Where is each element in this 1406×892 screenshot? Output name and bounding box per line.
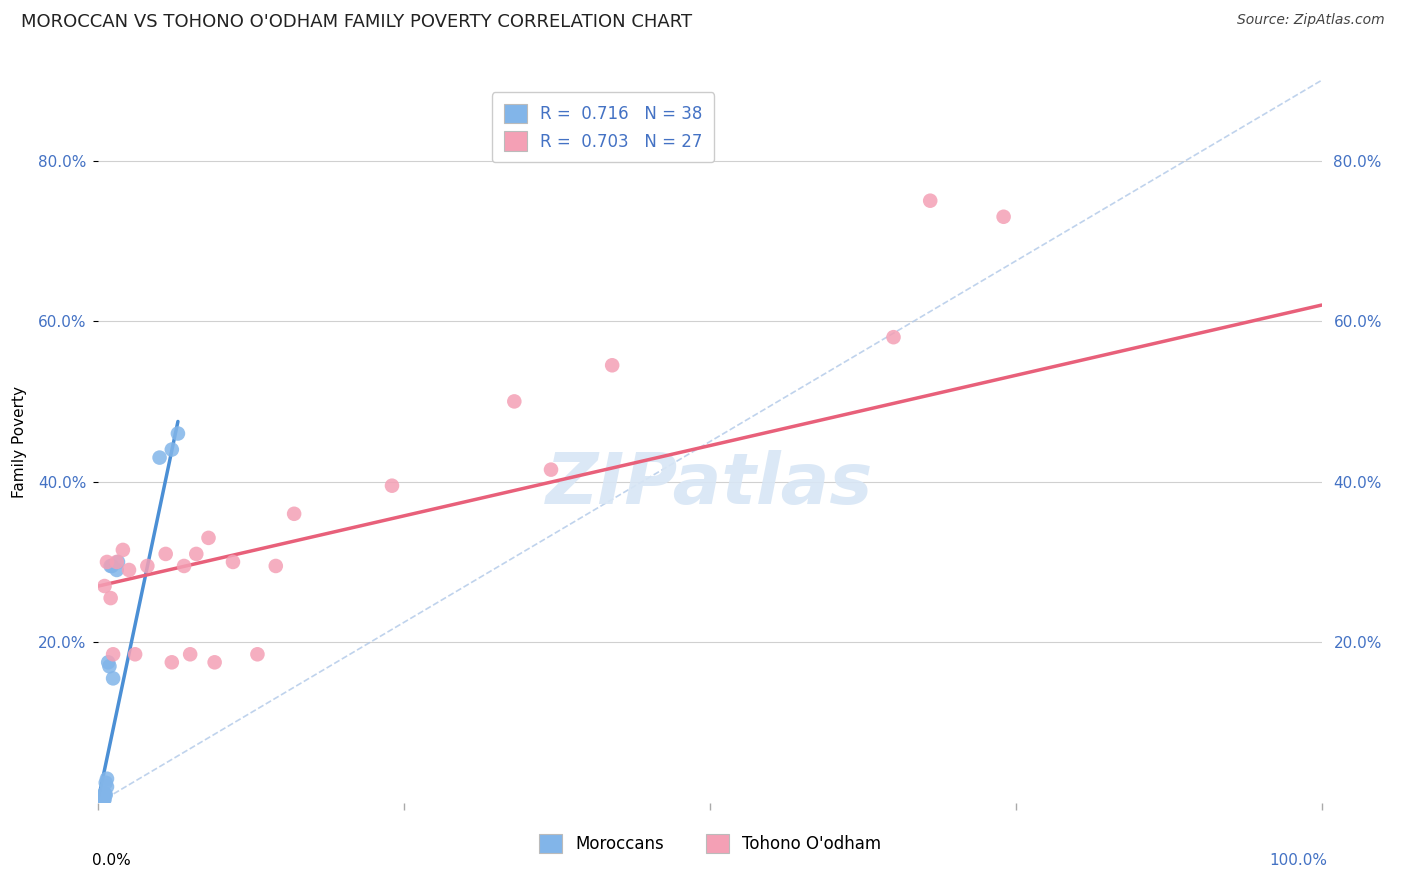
Point bbox=[540, 462, 562, 476]
Point bbox=[179, 648, 201, 662]
Point bbox=[90, 792, 112, 806]
Point bbox=[91, 789, 114, 804]
Point bbox=[173, 558, 195, 574]
Point bbox=[107, 555, 129, 569]
Legend: Moroccans, Tohono O'odham: Moroccans, Tohono O'odham bbox=[531, 827, 889, 860]
Point bbox=[101, 558, 124, 574]
Point bbox=[90, 795, 112, 809]
Point bbox=[93, 789, 115, 803]
Point bbox=[155, 547, 177, 561]
Point bbox=[111, 542, 134, 557]
Point bbox=[105, 563, 128, 577]
Text: Source: ZipAtlas.com: Source: ZipAtlas.com bbox=[1237, 13, 1385, 28]
Point bbox=[149, 450, 172, 465]
Point bbox=[94, 776, 117, 790]
Point bbox=[93, 786, 115, 800]
Text: 0.0%: 0.0% bbox=[93, 854, 131, 869]
Point bbox=[89, 793, 111, 807]
Point bbox=[91, 791, 114, 805]
Point bbox=[118, 563, 141, 577]
Point bbox=[246, 648, 269, 662]
Point bbox=[160, 655, 183, 669]
Text: MOROCCAN VS TOHONO O'ODHAM FAMILY POVERTY CORRELATION CHART: MOROCCAN VS TOHONO O'ODHAM FAMILY POVERT… bbox=[21, 13, 692, 31]
Point bbox=[105, 555, 128, 569]
Point bbox=[96, 772, 118, 786]
Point bbox=[101, 671, 124, 685]
Point bbox=[920, 194, 942, 208]
Point bbox=[264, 558, 287, 574]
Point bbox=[993, 210, 1015, 224]
Point bbox=[89, 795, 111, 809]
Point bbox=[97, 655, 120, 669]
Point bbox=[89, 794, 111, 808]
Point bbox=[124, 648, 146, 662]
Text: 100.0%: 100.0% bbox=[1270, 854, 1327, 869]
Point bbox=[89, 795, 111, 809]
Y-axis label: Family Poverty: Family Poverty bbox=[13, 385, 27, 498]
Point bbox=[91, 794, 114, 808]
Point bbox=[883, 330, 905, 344]
Point bbox=[222, 555, 245, 569]
Point bbox=[91, 792, 114, 806]
Point bbox=[136, 558, 159, 574]
Point bbox=[93, 579, 115, 593]
Text: ZIPatlas: ZIPatlas bbox=[547, 450, 873, 519]
Point bbox=[91, 792, 114, 806]
Point bbox=[91, 793, 114, 807]
Point bbox=[96, 780, 118, 794]
Point bbox=[283, 507, 305, 521]
Point bbox=[91, 795, 114, 809]
Point bbox=[186, 547, 208, 561]
Point bbox=[160, 442, 183, 457]
Point bbox=[89, 795, 111, 809]
Point bbox=[90, 793, 112, 807]
Point bbox=[503, 394, 526, 409]
Point bbox=[204, 655, 226, 669]
Point bbox=[90, 794, 112, 808]
Point bbox=[91, 794, 114, 808]
Point bbox=[91, 793, 114, 807]
Point bbox=[93, 792, 115, 806]
Point bbox=[94, 788, 117, 802]
Point bbox=[100, 591, 122, 605]
Point bbox=[98, 659, 121, 673]
Point bbox=[101, 648, 124, 662]
Point bbox=[197, 531, 219, 545]
Point bbox=[91, 794, 114, 808]
Point bbox=[381, 478, 404, 492]
Point bbox=[100, 558, 122, 574]
Point bbox=[600, 358, 623, 372]
Point bbox=[96, 555, 118, 569]
Point bbox=[90, 795, 112, 809]
Point bbox=[167, 426, 190, 441]
Point bbox=[90, 794, 112, 808]
